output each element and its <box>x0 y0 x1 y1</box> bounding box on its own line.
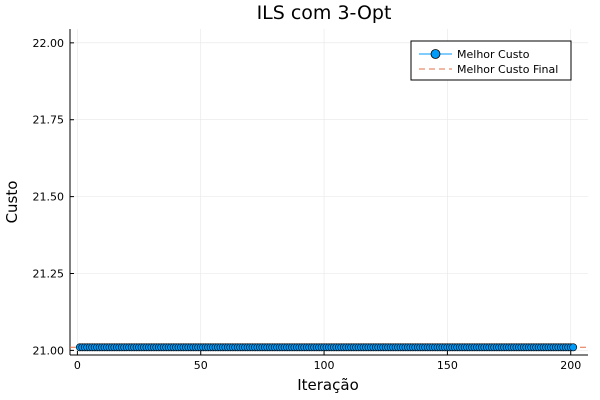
x-tick-label-4: 200 <box>560 359 581 372</box>
series-melhor-custo-points <box>75 343 578 352</box>
ticks: 0 50 100 150 200 21.00 21.25 21.50 21.75 22.00 <box>33 37 582 372</box>
legend-box <box>410 40 572 81</box>
legend-label-melhor-custo-final: Melhor Custo Final <box>457 63 558 76</box>
y-tick-label-2: 21.50 <box>33 191 65 204</box>
x-tick-label-0: 0 <box>74 359 81 372</box>
x-axis-label: Iteração <box>297 376 359 394</box>
data-point-201 <box>569 343 578 352</box>
series-layer <box>70 343 588 352</box>
plot-frame <box>69 29 588 356</box>
x-tick-label-2: 100 <box>314 359 335 372</box>
legend-label-melhor-custo: Melhor Custo <box>457 48 530 61</box>
legend: Melhor Custo Melhor Custo Final <box>410 40 572 81</box>
y-tick-label-3: 21.75 <box>33 114 65 127</box>
y-tick-label-4: 22.00 <box>33 37 65 50</box>
y-axis-label: Custo <box>3 181 21 224</box>
y-tick-label-0: 21.00 <box>33 344 65 357</box>
x-tick-label-3: 150 <box>437 359 458 372</box>
legend-marker-melhor-custo <box>430 49 441 59</box>
x-tick-label-1: 50 <box>194 359 208 372</box>
chart-title: ILS com 3-Opt <box>257 2 392 24</box>
y-tick-label-1: 21.25 <box>33 268 65 281</box>
